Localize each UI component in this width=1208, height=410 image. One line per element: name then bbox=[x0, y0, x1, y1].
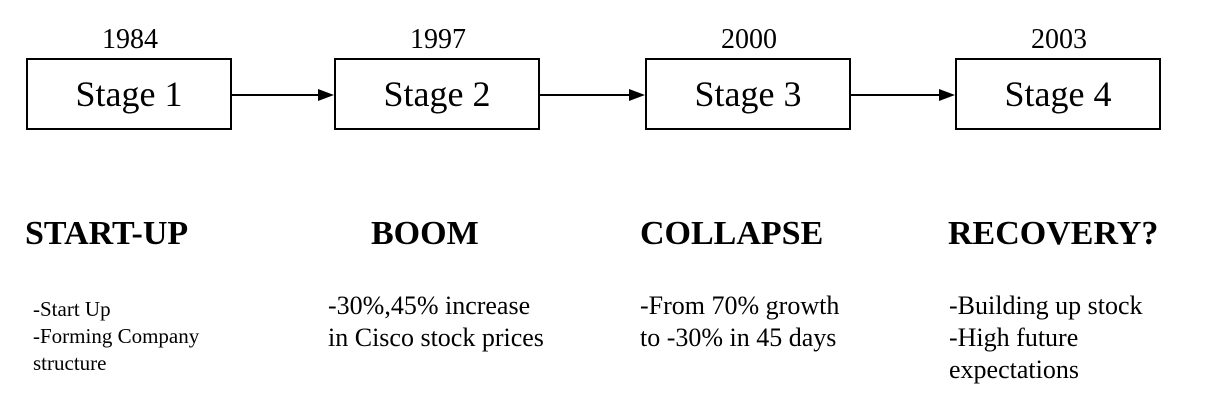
stage-2-description: -30%,45% increase in Cisco stock prices bbox=[328, 290, 544, 354]
stage-4-desc-line: -High future bbox=[949, 323, 1079, 352]
stage-2-heading: BOOM bbox=[371, 215, 479, 252]
stage-1-year: 1984 bbox=[102, 24, 158, 55]
stage-3-desc-line: to -30% in 45 days bbox=[640, 323, 837, 352]
stage-1-heading: START-UP bbox=[25, 215, 189, 252]
stage-2-label: Stage 2 bbox=[383, 74, 491, 114]
stage-4-description: -Building up stock -High future expectat… bbox=[949, 290, 1143, 386]
stage-1-label: Stage 1 bbox=[75, 74, 183, 114]
arrow-3-to-4 bbox=[851, 85, 955, 105]
stage-4-box: Stage 4 bbox=[955, 58, 1161, 130]
stage-2-box: Stage 2 bbox=[334, 58, 540, 130]
stage-1-desc-line: -Start Up bbox=[33, 297, 111, 321]
stage-1-description: -Start Up -Forming Company structure bbox=[33, 296, 199, 377]
stage-4-desc-line: expectations bbox=[949, 355, 1079, 384]
stage-4-year: 2003 bbox=[1031, 24, 1087, 55]
stage-3-heading: COLLAPSE bbox=[640, 215, 824, 252]
stage-3-description: -From 70% growth to -30% in 45 days bbox=[640, 290, 839, 354]
stage-1-box: Stage 1 bbox=[26, 58, 232, 130]
stage-4-heading: RECOVERY? bbox=[948, 215, 1159, 252]
stage-4-label: Stage 4 bbox=[1004, 74, 1112, 114]
stage-1-desc-line: -Forming Company bbox=[33, 324, 200, 348]
stage-3-box: Stage 3 bbox=[645, 58, 851, 130]
stage-1-desc-line: structure bbox=[33, 351, 107, 375]
stage-2-desc-line: -30%,45% increase bbox=[328, 291, 531, 320]
stage-3-label: Stage 3 bbox=[694, 74, 802, 114]
stage-4-desc-line: -Building up stock bbox=[949, 291, 1143, 320]
stage-3-year: 2000 bbox=[721, 24, 777, 55]
arrow-1-to-2 bbox=[232, 85, 334, 105]
stage-2-desc-line: in Cisco stock prices bbox=[328, 323, 544, 352]
arrow-2-to-3 bbox=[540, 85, 645, 105]
stage-2-year: 1997 bbox=[410, 24, 466, 55]
stage-3-desc-line: -From 70% growth bbox=[640, 291, 840, 320]
